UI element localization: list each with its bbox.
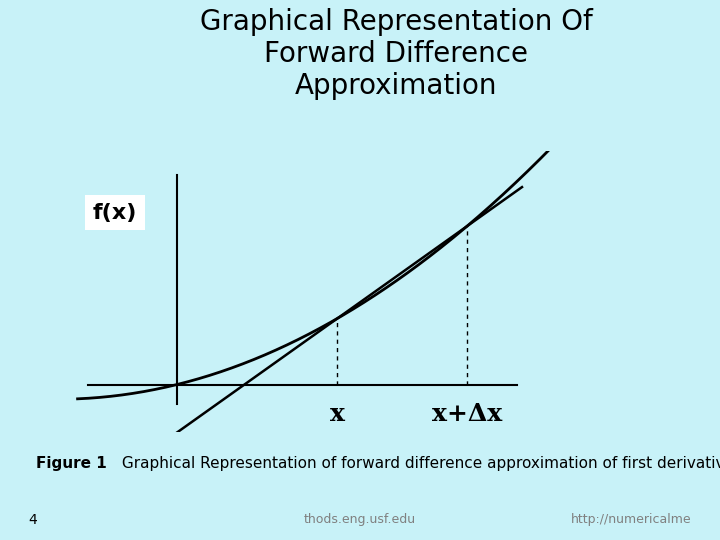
Text: Graphical Representation Of
Forward Difference
Approximation: Graphical Representation Of Forward Diff…: [199, 8, 593, 100]
Text: Figure 1: Figure 1: [36, 456, 107, 471]
Text: f(x): f(x): [93, 202, 137, 222]
Text: 4: 4: [29, 512, 37, 526]
Text: Graphical Representation of forward difference approximation of first derivative: Graphical Representation of forward diff…: [117, 456, 720, 471]
Text: thods.eng.usf.edu: thods.eng.usf.edu: [304, 514, 416, 526]
Text: x+Δx: x+Δx: [432, 402, 502, 426]
Text: http://numericalme: http://numericalme: [570, 514, 691, 526]
Text: x: x: [330, 402, 345, 426]
